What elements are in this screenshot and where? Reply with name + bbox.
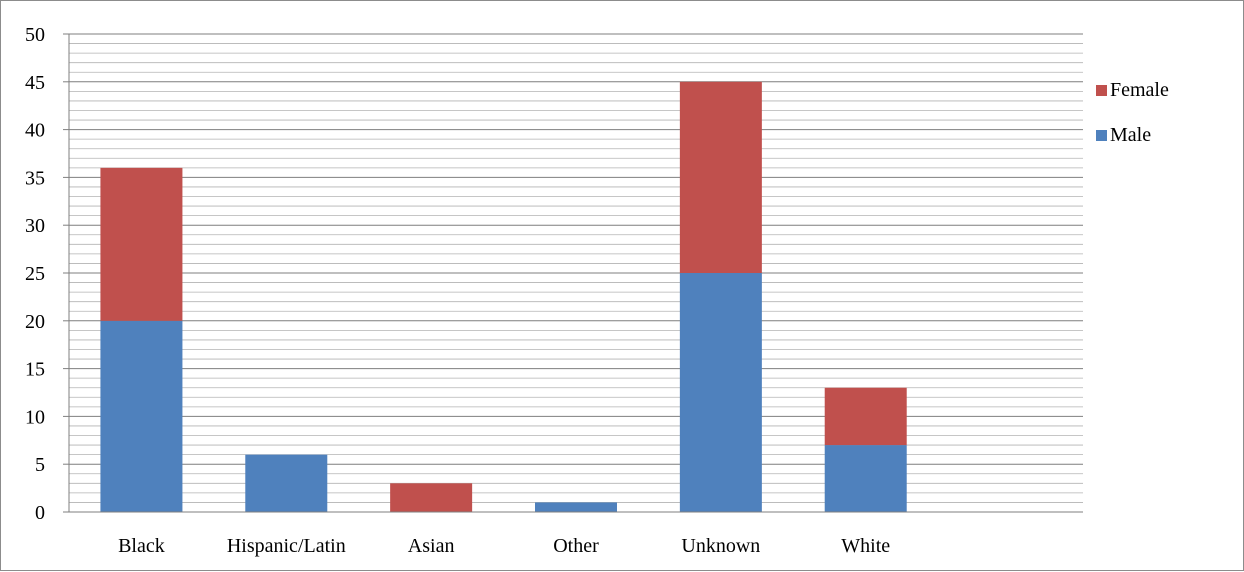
legend: Female Male [1096,79,1169,169]
x-axis-tick-labels: Black Hispanic/Latin Asian Other Unknown Whit… [118,535,890,557]
legend-item-male: Male [1096,124,1169,147]
bar-female-asian [390,483,473,512]
axes [63,33,1083,513]
y-tick-label: 0 [35,502,45,524]
bars [100,81,907,512]
y-axis-tick-labels: 0 5 10 15 20 25 30 35 40 45 50 [25,24,45,524]
x-tick-label: Other [553,535,599,557]
bar-male-white [824,445,907,512]
bar-female-black [100,167,183,321]
bar-female-white [824,387,907,446]
y-tick-label: 30 [25,215,45,237]
x-tick-label: Unknown [681,535,760,557]
bar-male-unknown [679,273,762,512]
legend-label-male: Male [1110,124,1152,146]
x-tick-label: Black [118,535,165,557]
y-tick-label: 40 [25,120,45,142]
x-tick-label: Asian [408,535,455,557]
legend-swatch-female [1096,85,1107,96]
legend-item-female: Female [1096,79,1169,102]
x-tick-label: White [841,535,890,557]
y-tick-label: 50 [25,24,45,46]
y-tick-label: 20 [25,311,45,333]
legend-swatch-male [1096,130,1107,141]
bar-female-unknown [679,81,762,273]
gridlines [69,33,1083,513]
y-tick-label: 15 [25,359,45,381]
y-tick-label: 5 [35,454,45,476]
bar-male-other [535,502,617,512]
y-tick-label: 35 [25,167,45,189]
bar-male-black [100,320,183,512]
bar-male-hispanic-latin [245,454,328,512]
y-tick-label: 45 [25,72,45,94]
legend-label-female: Female [1110,79,1169,101]
y-tick-label: 10 [25,406,45,428]
x-tick-label: Hispanic/Latin [227,535,346,557]
y-tick-label: 25 [25,263,45,285]
